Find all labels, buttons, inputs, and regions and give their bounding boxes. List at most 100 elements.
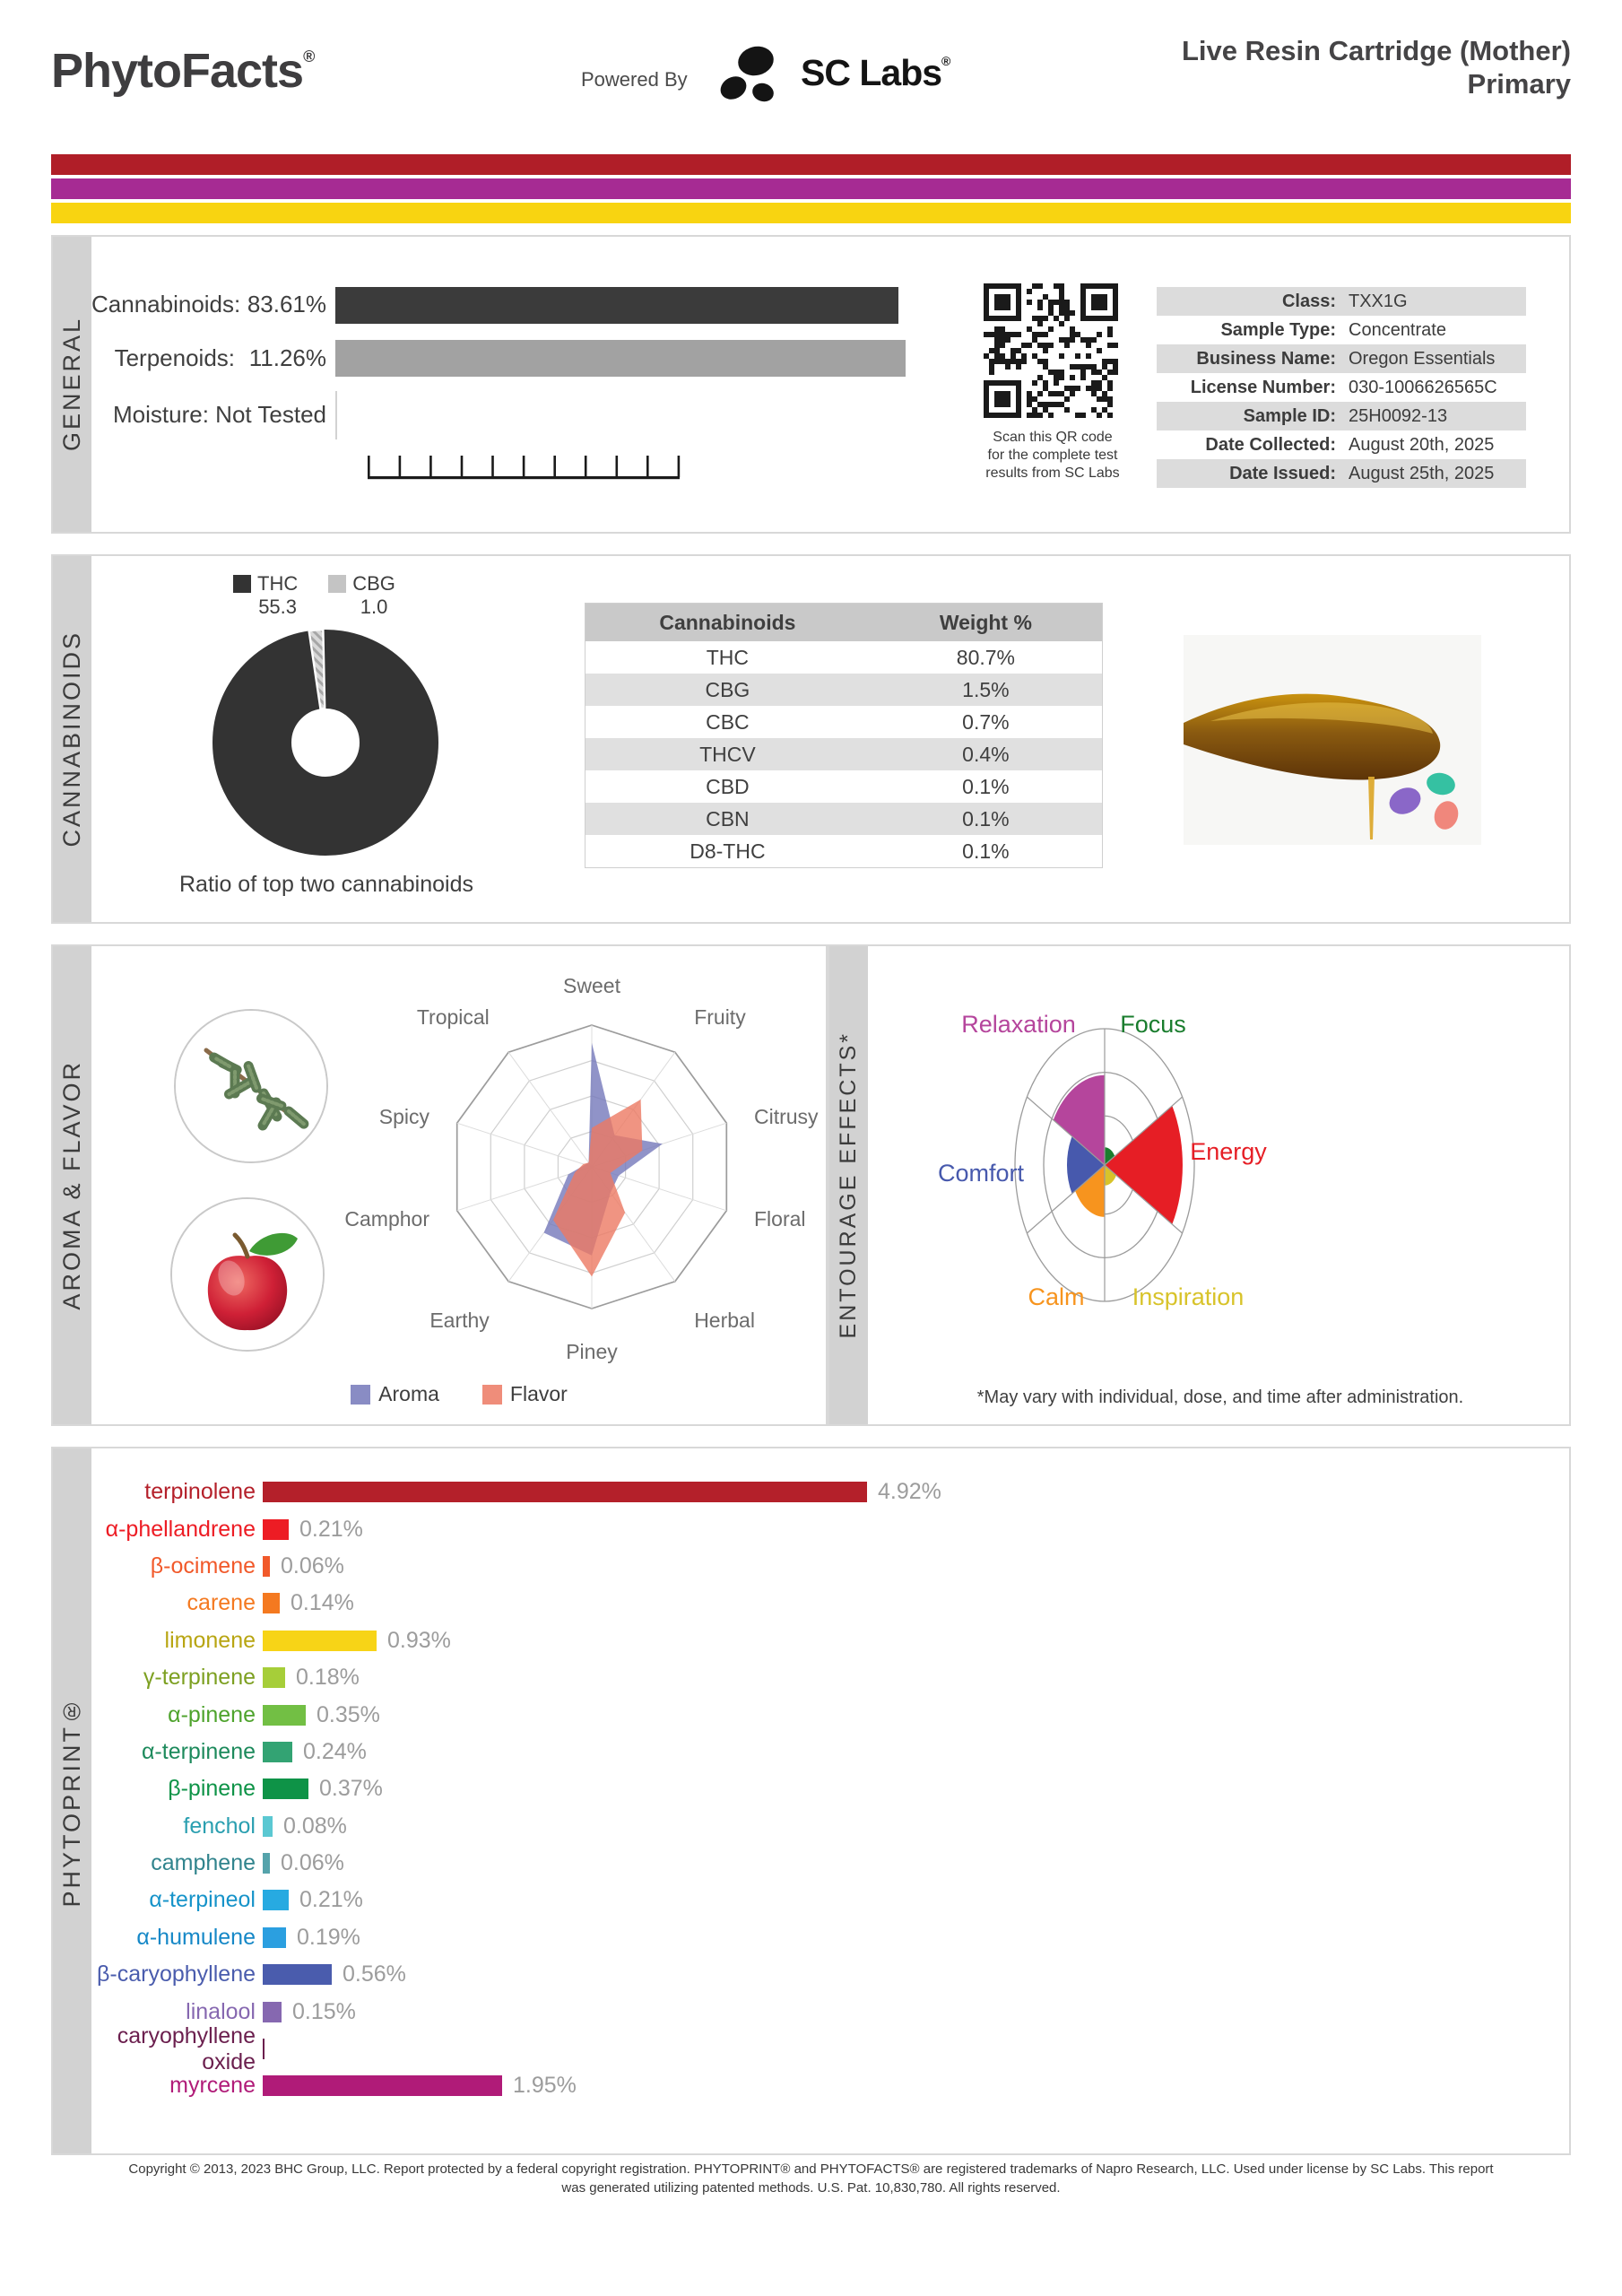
cannabinoid-name: D8-THC <box>690 839 766 863</box>
section-general-content: Cannabinoids: 83.61% Terpenoids: 11.26% … <box>91 237 1569 532</box>
terpene-label: terpinolene <box>144 1479 256 1505</box>
moisture-label: Moisture: <box>113 401 209 428</box>
sclabs-name: SC Labs <box>801 52 942 93</box>
radar-axis-label: Camphor <box>344 1207 429 1231</box>
cannabinoid-weight: 0.1% <box>962 839 1010 863</box>
terpene-bar <box>263 1667 285 1689</box>
cannabinoid-table: Cannabinoids Weight % THC 80.7% CBG 1.5% CBC 0.… <box>585 603 1103 868</box>
donut-caption: Ratio of top two cannabinoids <box>179 872 473 897</box>
info-row: Sample Type: Concentrate <box>1157 316 1526 344</box>
aroma-flavor-legend: Aroma Flavor <box>91 1382 827 1406</box>
terpene-label: carene <box>186 1590 256 1616</box>
cannabinoid-donut-chart <box>213 628 438 856</box>
brand-reg: ® <box>303 48 315 65</box>
copyright-line1: Copyright © 2013, 2023 BHC Group, LLC. R… <box>128 2161 1494 2177</box>
sclabs-reg: ® <box>941 54 950 68</box>
terpene-value: 0.18% <box>296 1665 360 1691</box>
qr-caption-line2: for the complete test <box>987 448 1118 463</box>
cannabinoid-name: CBC <box>706 709 750 734</box>
report-title: Live Resin Cartridge (Mother) Primary <box>1182 34 1571 100</box>
terpenoids-total-bar <box>335 340 906 377</box>
section-cannabinoids-label: CANNABINOIDS <box>58 631 85 848</box>
terpene-bar <box>263 2001 282 2022</box>
section-entourage-sidebar: ENTOURAGE EFFECTS* <box>829 946 868 1424</box>
legend-swatch-icon <box>481 1384 502 1405</box>
donut-legend-entry: CBG <box>328 572 395 596</box>
terpene-bar <box>263 1815 273 1837</box>
terpene-bar <box>263 2039 265 2060</box>
info-row: Class: TXX1G <box>1157 287 1526 316</box>
terpene-row: α-pinene 0.35% <box>91 1696 1569 1733</box>
terpene-row: myrcene 1.95% <box>91 2067 1569 2104</box>
section-cannabinoids-content: THC 55.3 CBG 1.0 Ratio of top two cannabino… <box>91 556 1569 922</box>
donut-legend-name: THC <box>257 572 299 595</box>
donut-legend-item: CBG 1.0 <box>328 572 395 619</box>
terpene-row: linalool 0.15% <box>91 1993 1569 2030</box>
terpene-row: carene 0.14% <box>91 1585 1569 1622</box>
terpene-value: 1.95% <box>513 2073 577 2099</box>
cannabinoids-total-value: 83.61% <box>247 291 326 317</box>
info-row-value: Oregon Essentials <box>1349 348 1496 369</box>
legend-swatch-icon <box>351 1384 371 1405</box>
aroma-flavor-legend-item: Aroma <box>351 1382 439 1406</box>
donut-legend-item: THC 55.3 <box>233 572 298 619</box>
terpene-row: camphene 0.06% <box>91 1845 1569 1882</box>
radar-axis-label: Herbal <box>694 1309 755 1332</box>
legend-swatch-icon <box>328 575 347 593</box>
donut-legend-name: CBG <box>352 572 395 595</box>
cannabinoid-name: CBG <box>705 677 750 701</box>
cannabinoid-name: CBN <box>706 806 750 831</box>
qr-code <box>984 283 1118 418</box>
terpene-label: β-pinene <box>168 1776 256 1802</box>
terpene-bar <box>263 1853 270 1874</box>
qr-caption-line1: Scan this QR code <box>993 430 1113 445</box>
cannabinoid-weight: 80.7% <box>956 645 1015 669</box>
donut-legend-value: 55.3 <box>258 596 298 618</box>
terpene-row: terpinolene 4.92% <box>91 1474 1569 1510</box>
brand-text: PhytoFacts <box>51 44 304 98</box>
pine-sprig-icon <box>176 1011 326 1161</box>
terpene-row: β-pinene 0.37% <box>91 1770 1569 1807</box>
terpene-value: 0.21% <box>299 1516 363 1542</box>
section-cannabinoids: CANNABINOIDS THC 55.3 CBG 1.0 Ratio of top … <box>51 554 1571 924</box>
entourage-label: Relaxation <box>961 1011 1076 1038</box>
terpene-bar <box>263 1779 308 1800</box>
terpene-bar <box>263 1555 270 1577</box>
info-row-value: 25H0092-13 <box>1349 405 1448 426</box>
aroma-flavor-legend-name: Aroma <box>378 1382 439 1405</box>
cannabinoid-weight: 0.7% <box>962 709 1010 734</box>
terpene-value: 0.37% <box>319 1776 383 1802</box>
cannabinoid-table-row: CBC 0.7% <box>585 706 1102 738</box>
entourage-label: Energy <box>1190 1138 1267 1165</box>
terpene-bar <box>263 1593 280 1614</box>
section-aroma-flavor: AROMA & FLAVOR Sweet Fruity Citrusy Floral H… <box>51 944 828 1426</box>
powered-by-label: Powered By <box>581 68 688 91</box>
section-general: GENERAL Cannabinoids: 83.61% Terpenoids:… <box>51 235 1571 534</box>
terpene-value: 0.06% <box>281 1552 344 1578</box>
section-aroma-flavor-label: AROMA & FLAVOR <box>58 1060 85 1310</box>
copyright-line2: was generated utilizing patented methods… <box>561 2180 1061 2196</box>
terpene-row: α-terpineol 0.21% <box>91 1882 1569 1918</box>
apple-image-circle <box>170 1197 325 1352</box>
info-row-value: 030-1006626565C <box>1349 377 1497 397</box>
terpene-value: 4.92% <box>878 1479 941 1505</box>
cannabinoid-name: THCV <box>699 742 756 766</box>
terpene-bar <box>263 1630 377 1651</box>
terpene-row: β-caryophyllene 0.56% <box>91 1956 1569 1993</box>
info-row: License Number: 030-1006626565C <box>1157 373 1526 402</box>
copyright-footer: Copyright © 2013, 2023 BHC Group, LLC. R… <box>0 2160 1622 2197</box>
divider <box>335 391 337 439</box>
terpene-bar-list: terpinolene 4.92% α-phellandrene 0.21% β-oci… <box>91 1474 1569 2105</box>
terpene-value: 0.24% <box>303 1738 367 1764</box>
section-entourage-content: Focus Energy Inspiration Calm Comfort Relaxat… <box>868 946 1569 1424</box>
section-entourage: ENTOURAGE EFFECTS* Focus Energy Inspiratio… <box>828 944 1571 1426</box>
donut-legend: THC 55.3 CBG 1.0 <box>233 572 395 619</box>
moisture-value: Not Tested <box>215 401 326 428</box>
cannabinoid-table-row: THCV 0.4% <box>585 738 1102 770</box>
apple-icon <box>172 1199 323 1350</box>
terpene-label: camphene <box>151 1850 256 1876</box>
radar-axis-label: Sweet <box>563 974 621 997</box>
aroma-flavor-legend-name: Flavor <box>509 1382 568 1405</box>
radar-axis-label: Fruity <box>694 1005 746 1029</box>
section-cannabinoids-sidebar: CANNABINOIDS <box>53 556 91 922</box>
